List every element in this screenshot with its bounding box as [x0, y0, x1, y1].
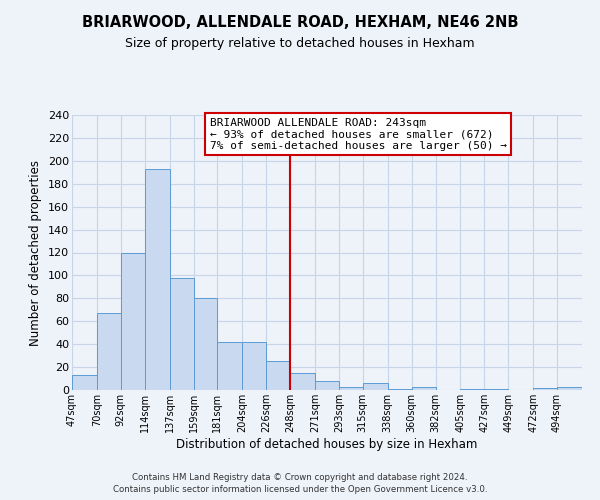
Text: Size of property relative to detached houses in Hexham: Size of property relative to detached ho… — [125, 38, 475, 51]
Bar — [460, 389, 484, 390]
Y-axis label: Number of detached properties: Number of detached properties — [29, 160, 43, 346]
Text: BRIARWOOD, ALLENDALE ROAD, HEXHAM, NE46 2NB: BRIARWOOD, ALLENDALE ROAD, HEXHAM, NE46 … — [82, 15, 518, 30]
Bar — [533, 388, 557, 390]
Bar — [217, 342, 242, 390]
Text: Contains public sector information licensed under the Open Government Licence v3: Contains public sector information licen… — [113, 485, 487, 494]
Bar — [72, 375, 97, 390]
Bar — [290, 373, 315, 390]
Text: Contains HM Land Registry data © Crown copyright and database right 2024.: Contains HM Land Registry data © Crown c… — [132, 472, 468, 482]
Bar — [315, 381, 339, 390]
Bar — [363, 383, 388, 390]
Bar — [388, 389, 412, 390]
Bar — [145, 169, 170, 390]
Bar — [97, 313, 121, 390]
Bar — [484, 389, 508, 390]
Text: BRIARWOOD ALLENDALE ROAD: 243sqm
← 93% of detached houses are smaller (672)
7% o: BRIARWOOD ALLENDALE ROAD: 243sqm ← 93% o… — [210, 118, 507, 151]
Bar — [339, 386, 363, 390]
Bar — [170, 278, 194, 390]
Bar — [242, 342, 266, 390]
Bar — [121, 252, 145, 390]
Bar — [412, 386, 436, 390]
Bar — [557, 386, 582, 390]
Bar — [266, 362, 290, 390]
X-axis label: Distribution of detached houses by size in Hexham: Distribution of detached houses by size … — [176, 438, 478, 450]
Bar — [194, 298, 217, 390]
